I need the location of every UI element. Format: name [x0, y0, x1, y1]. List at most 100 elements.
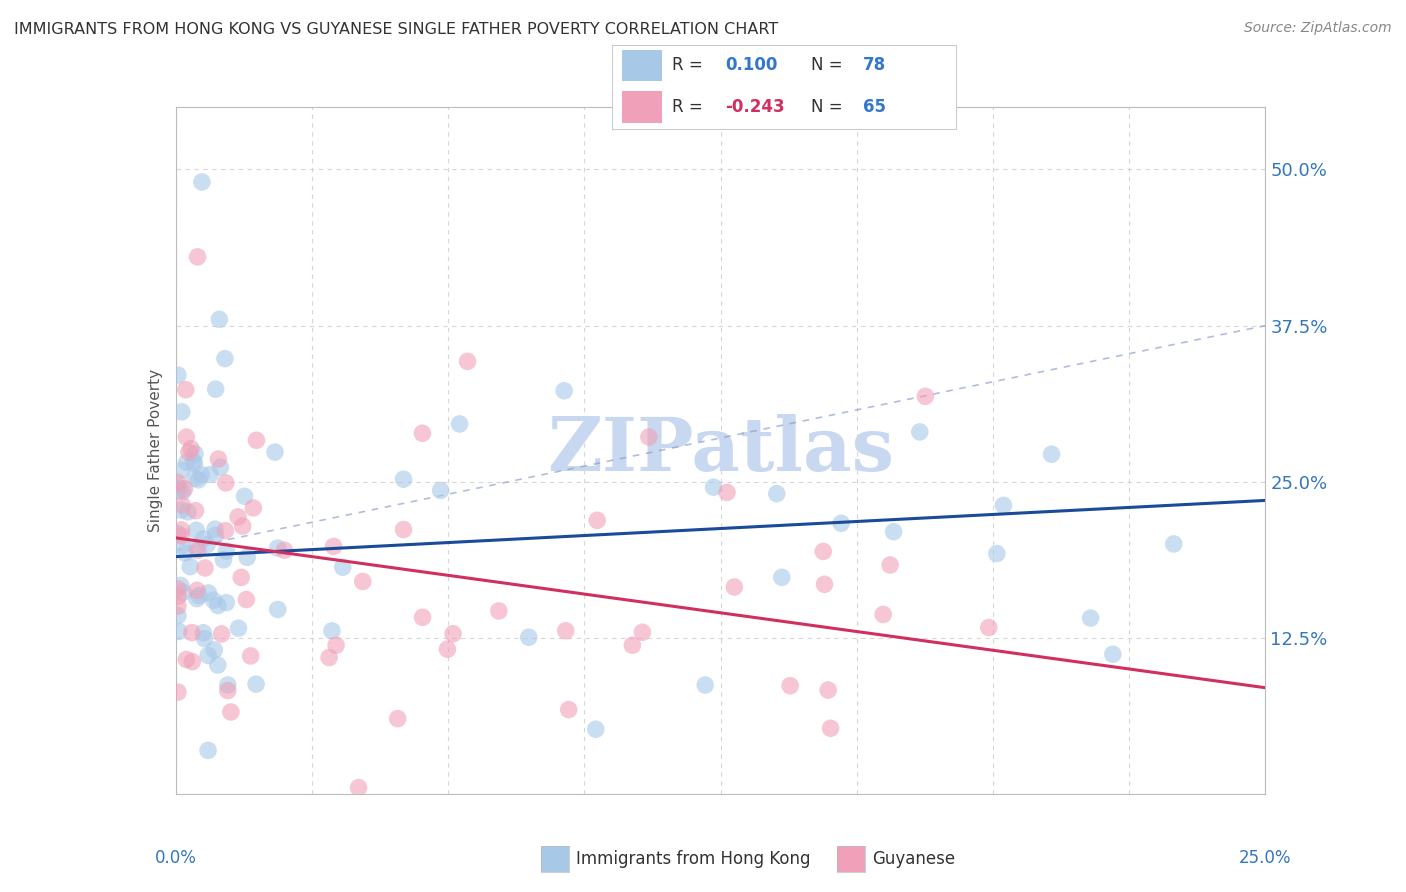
Point [172, 484, 194, 499]
Point [813, 544, 835, 558]
Point [200, 467, 222, 482]
Point [352, 574, 374, 589]
Point [457, 354, 479, 368]
Point [638, 430, 661, 444]
Point [1163, 537, 1185, 551]
Point [204, 522, 226, 536]
Point [207, 599, 229, 613]
Point [231, 570, 253, 584]
Text: 25.0%: 25.0% [1239, 849, 1292, 867]
Y-axis label: Single Father Poverty: Single Father Poverty [148, 369, 163, 532]
Point [179, 559, 201, 574]
Point [167, 526, 190, 541]
Point [765, 486, 787, 500]
Point [186, 523, 208, 537]
Point [264, 445, 287, 459]
Point [170, 523, 193, 537]
Point [174, 383, 197, 397]
Point [197, 648, 219, 663]
Point [186, 250, 209, 264]
Point [176, 430, 198, 444]
Point [170, 529, 193, 543]
Point [214, 351, 236, 366]
Point [321, 624, 343, 638]
Text: Source: ZipAtlas.com: Source: ZipAtlas.com [1244, 21, 1392, 35]
Point [770, 570, 793, 584]
Point [441, 626, 464, 640]
Point [170, 463, 193, 477]
Point [585, 723, 607, 737]
Point [208, 312, 231, 326]
Point [167, 589, 190, 603]
Point [187, 589, 209, 603]
Point [176, 652, 198, 666]
Point [193, 632, 215, 646]
Point [219, 705, 242, 719]
FancyBboxPatch shape [621, 91, 662, 122]
Point [488, 604, 510, 618]
Point [207, 452, 229, 467]
Point [716, 485, 738, 500]
Point [621, 638, 644, 652]
Point [167, 582, 190, 596]
Point [914, 389, 936, 403]
Text: R =: R = [672, 56, 707, 74]
Point [215, 475, 238, 490]
Point [194, 561, 217, 575]
Point [557, 702, 579, 716]
Point [167, 685, 190, 699]
Point [411, 426, 433, 441]
Point [167, 624, 190, 639]
Point [517, 630, 540, 644]
Point [392, 523, 415, 537]
Text: ZIPatlas: ZIPatlas [547, 414, 894, 487]
Point [197, 743, 219, 757]
Point [1101, 647, 1123, 661]
Point [779, 679, 801, 693]
Point [322, 540, 344, 554]
Point [239, 648, 262, 663]
Point [187, 473, 209, 487]
Point [449, 417, 471, 431]
Point [197, 586, 219, 600]
Point [392, 472, 415, 486]
FancyBboxPatch shape [621, 50, 662, 81]
Point [204, 528, 226, 542]
Point [883, 524, 905, 539]
Point [184, 504, 207, 518]
Point [190, 467, 212, 482]
Point [554, 624, 576, 638]
Point [235, 592, 257, 607]
Point [993, 499, 1015, 513]
Point [228, 621, 250, 635]
Text: 0.100: 0.100 [725, 56, 778, 74]
Point [429, 483, 451, 498]
Point [186, 591, 208, 606]
Point [215, 596, 238, 610]
Point [202, 643, 225, 657]
Text: Immigrants from Hong Kong: Immigrants from Hong Kong [576, 850, 811, 868]
Point [436, 642, 458, 657]
Point [167, 475, 190, 490]
Point [181, 655, 204, 669]
Point [266, 541, 288, 555]
Point [879, 558, 901, 572]
Point [813, 577, 835, 591]
Point [830, 516, 852, 531]
Point [184, 471, 207, 485]
Point [170, 503, 193, 517]
Point [986, 547, 1008, 561]
Point [908, 425, 931, 439]
Point [167, 480, 190, 494]
Point [977, 620, 1000, 634]
Point [245, 434, 267, 448]
Point [167, 599, 190, 614]
Point [170, 405, 193, 419]
Point [167, 608, 190, 623]
Point [631, 625, 654, 640]
Point [187, 543, 209, 558]
Point [695, 678, 717, 692]
Point [553, 384, 575, 398]
Point [207, 658, 229, 673]
Point [217, 678, 239, 692]
